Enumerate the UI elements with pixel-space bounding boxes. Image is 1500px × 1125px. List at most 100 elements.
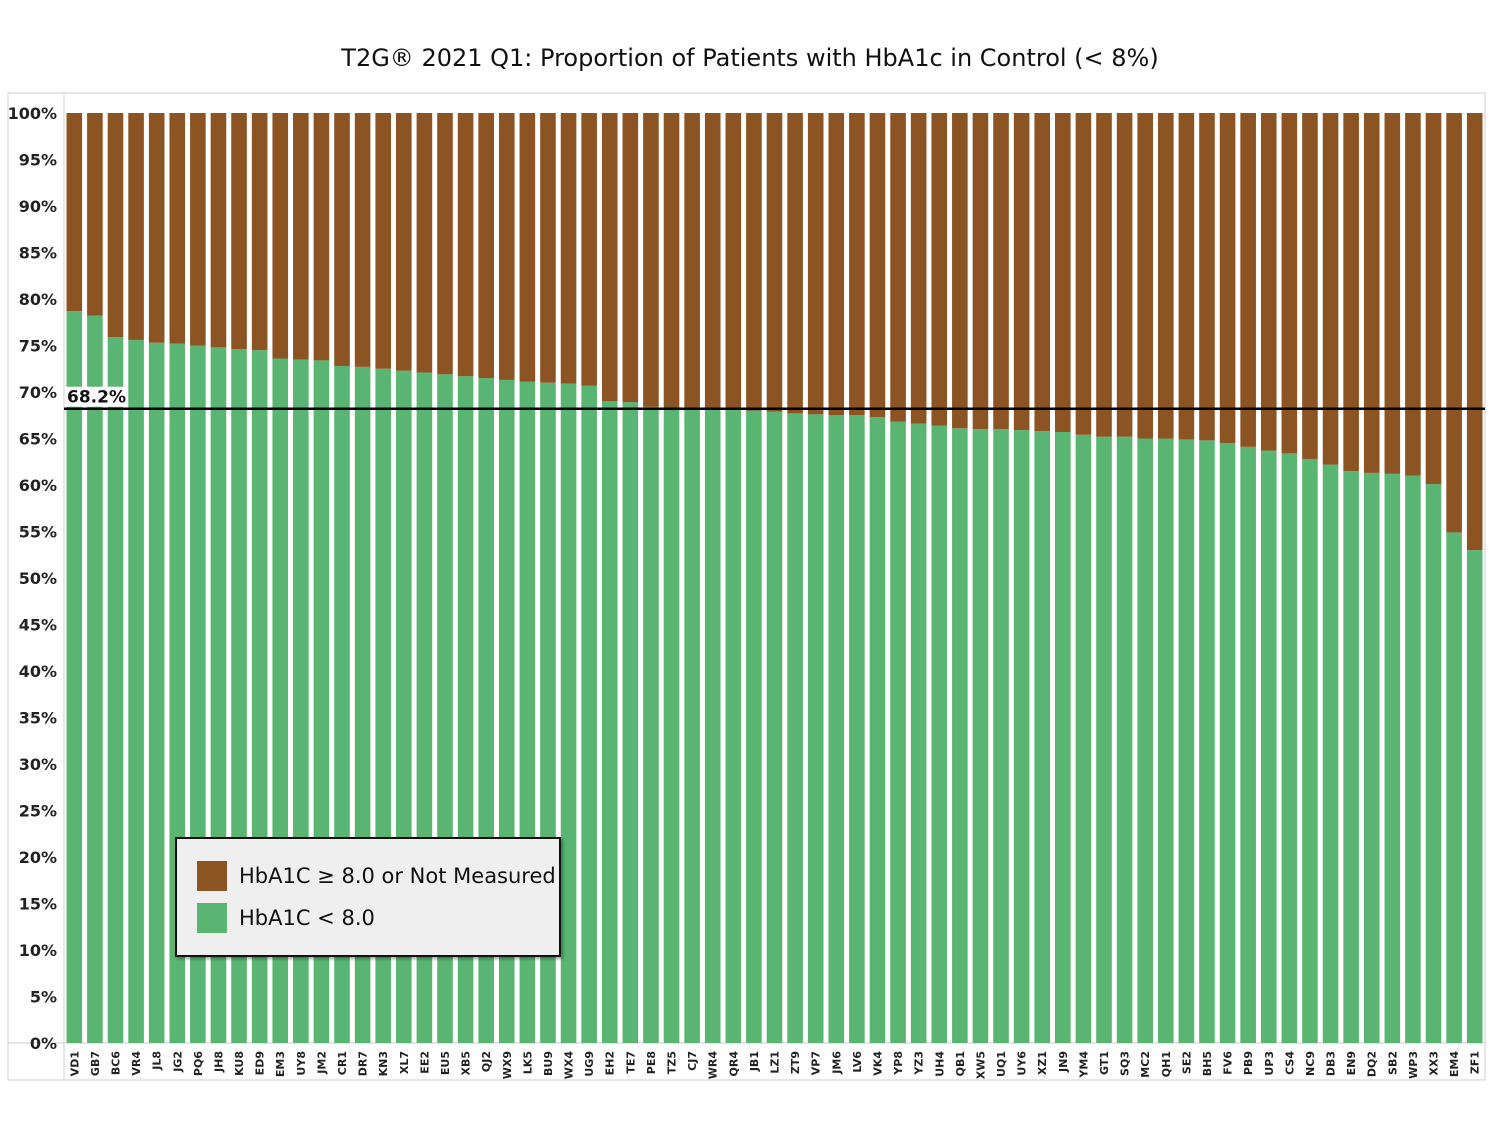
bar-controlled-vr4 <box>128 339 144 1043</box>
bar-uncontrolled-wr4 <box>704 113 721 409</box>
y-tick-label: 35% <box>19 709 57 728</box>
x-tick-label: BU9 <box>542 1051 555 1076</box>
bar-controlled-pe8 <box>643 406 659 1043</box>
bar-controlled-lz1 <box>766 411 783 1043</box>
x-tick-label: EE2 <box>418 1051 431 1074</box>
bar-uncontrolled-uy8 <box>293 113 309 360</box>
y-tick-label: 90% <box>19 197 57 216</box>
x-tick-label: EM3 <box>274 1051 287 1077</box>
bar-uncontrolled-yz3 <box>910 113 927 424</box>
bar-controlled-jm6 <box>828 415 845 1043</box>
y-axis-ticks: 0% 5% 10% 15% 20% 25% 30% 35% 40% 45% 50% 55% 60% 65%… <box>8 104 57 1053</box>
bar-uncontrolled-ym4 <box>1075 113 1092 435</box>
x-tick-label: EU5 <box>439 1051 452 1075</box>
bar-uncontrolled-jh8 <box>210 113 227 348</box>
x-tick-label: MC2 <box>1139 1051 1152 1078</box>
bar-controlled-jb1 <box>746 410 762 1044</box>
x-tick-label: JH8 <box>212 1051 225 1073</box>
bar-controlled-eh2 <box>601 401 618 1043</box>
x-tick-label: PE8 <box>645 1051 658 1074</box>
bar-uncontrolled-vr4 <box>128 113 144 340</box>
chart-title: T2G® 2021 Q1: Proportion of Patients wit… <box>341 44 1159 72</box>
bar-controlled-zt9 <box>787 413 803 1043</box>
y-tick-label: 65% <box>19 430 57 449</box>
bar-uncontrolled-gb7 <box>87 113 103 316</box>
bar-controlled-yp8 <box>890 421 906 1043</box>
bar-uncontrolled-uy6 <box>1013 113 1030 431</box>
y-tick-label: 55% <box>19 523 57 542</box>
bar-uncontrolled-yp8 <box>890 113 906 422</box>
bar-uncontrolled-pq6 <box>190 113 206 346</box>
bar-controlled-vk4 <box>869 417 886 1043</box>
bar-controlled-nc9 <box>1302 458 1318 1044</box>
x-tick-label: VD1 <box>68 1051 81 1076</box>
x-tick-label: UP3 <box>1263 1051 1276 1076</box>
reference-label-bg <box>65 386 127 407</box>
bar-uncontrolled-up3 <box>1260 113 1277 451</box>
bar-controlled-yz3 <box>910 423 927 1043</box>
x-tick-label: FV6 <box>1222 1051 1235 1075</box>
x-tick-label: VR4 <box>130 1051 143 1076</box>
bar-controlled-em4 <box>1446 532 1462 1043</box>
bar-controlled-jn9 <box>1055 431 1071 1043</box>
bar-uncontrolled-gt1 <box>1096 113 1112 437</box>
bar-uncontrolled-jm6 <box>828 113 845 416</box>
x-tick-label: SB2 <box>1386 1051 1399 1075</box>
bar-uncontrolled-xw5 <box>972 113 989 430</box>
x-tick-label: XW5 <box>974 1051 987 1079</box>
bar-uncontrolled-eh2 <box>601 113 618 402</box>
bar-uncontrolled-qb1 <box>952 113 968 429</box>
bar-uncontrolled-en9 <box>1343 113 1359 472</box>
x-tick-label: XL7 <box>398 1051 411 1074</box>
x-tick-label: UH4 <box>933 1051 946 1077</box>
x-tick-label: QH1 <box>1160 1051 1173 1077</box>
bar-uncontrolled-jm2 <box>313 113 330 361</box>
bar-uncontrolled-vk4 <box>869 113 886 418</box>
x-tick-label: DR7 <box>357 1051 370 1076</box>
bar-controlled-ug9 <box>581 385 597 1043</box>
bar-controlled-cj7 <box>684 408 700 1043</box>
y-tick-label: 80% <box>19 290 57 309</box>
bar-uncontrolled-sb2 <box>1384 113 1401 474</box>
bar-uncontrolled-qh1 <box>1157 113 1174 439</box>
x-tick-label: LK5 <box>521 1051 534 1074</box>
bar-uncontrolled-db3 <box>1322 113 1339 465</box>
bar-uncontrolled-vd1 <box>66 113 83 312</box>
bar-controlled-uy6 <box>1013 430 1030 1043</box>
legend-label-controlled: HbA1C < 8.0 <box>239 906 375 930</box>
bar-uncontrolled-xl7 <box>396 113 412 371</box>
bar-uncontrolled-cj7 <box>684 113 700 409</box>
bar-uncontrolled-ug9 <box>581 113 597 386</box>
bar-uncontrolled-jl8 <box>148 113 165 343</box>
y-tick-label: 85% <box>19 244 57 263</box>
x-tick-label: YM4 <box>1077 1051 1090 1079</box>
bar-controlled-pb9 <box>1240 446 1256 1043</box>
x-tick-label: CR1 <box>336 1051 349 1075</box>
x-tick-label: WR4 <box>707 1051 720 1080</box>
bar-controlled-dq2 <box>1363 472 1380 1043</box>
x-tick-label: ZF1 <box>1469 1051 1482 1074</box>
bar-uncontrolled-te7 <box>622 113 639 403</box>
x-tick-label: QR4 <box>727 1051 740 1077</box>
outer-border <box>7 92 1486 1081</box>
bar-uncontrolled-eu5 <box>437 113 453 375</box>
x-tick-label: XB5 <box>460 1051 473 1076</box>
y-tick-label: 0% <box>30 1034 57 1053</box>
x-tick-label: EH2 <box>604 1051 617 1075</box>
x-tick-label: NC9 <box>1304 1051 1317 1076</box>
bar-controlled-bc6 <box>107 337 124 1043</box>
bar-controlled-qb1 <box>952 428 968 1043</box>
bar-uncontrolled-pb9 <box>1240 113 1256 447</box>
bar-uncontrolled-fv6 <box>1219 113 1236 444</box>
legend-item-high: HbA1C ≥ 8.0 or Not Measured <box>197 859 556 893</box>
bar-uncontrolled-qj2 <box>478 113 494 379</box>
y-tick-label: 45% <box>19 616 57 635</box>
bar-uncontrolled-em3 <box>272 113 289 359</box>
bar-uncontrolled-uh4 <box>931 113 948 426</box>
bar-uncontrolled-zf1 <box>1466 113 1483 551</box>
x-tick-label: CS4 <box>1283 1051 1296 1075</box>
y-tick-label: 60% <box>19 476 57 495</box>
y-tick-label: 30% <box>19 755 57 774</box>
x-tick-label: GT1 <box>1098 1051 1111 1075</box>
y-tick-label: 95% <box>19 151 57 170</box>
